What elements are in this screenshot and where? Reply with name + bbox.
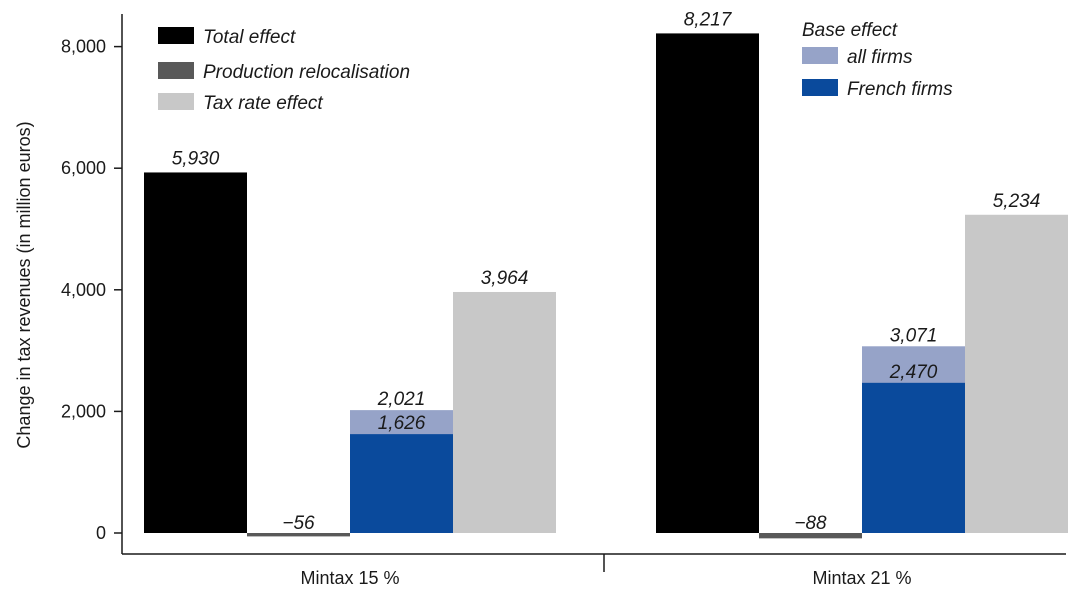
legend-left: Total effect Production relocalisation T… [158, 27, 410, 114]
legend-swatch-tax-rate-effect [158, 93, 194, 110]
legend-label-base-french-firms: French firms [847, 79, 953, 100]
bar-total-effect [656, 33, 759, 533]
legend-right: Base effect all firms French firms [802, 20, 953, 100]
bar-base-effect-french-firms [862, 382, 965, 533]
value-label-production-relocalisation: −88 [794, 513, 827, 534]
legend-swatch-total-effect [158, 27, 194, 44]
legend-title-base-effect: Base effect [802, 20, 898, 41]
legend-label-total-effect: Total effect [203, 27, 296, 48]
value-label-total-effect: 8,217 [684, 9, 733, 30]
value-labels: 5,930 −56 2,021 1,626 3,964 8,217 −88 3,071 2,47… [172, 9, 1041, 534]
legend-swatch-production-relocalisation [158, 62, 194, 79]
category-label: Mintax 15 % [300, 568, 399, 588]
y-tick-label: 8,000 [61, 37, 106, 57]
y-tick-label: 0 [96, 523, 106, 543]
value-label-base-french-firms: 1,626 [378, 413, 426, 434]
value-label-base-all-firms: 2,021 [377, 389, 426, 410]
category-labels: Mintax 15 % Mintax 21 % [300, 568, 911, 588]
category-label: Mintax 21 % [812, 568, 911, 588]
value-label-production-relocalisation: −56 [282, 513, 315, 534]
bar-tax-rate-effect [453, 291, 556, 533]
legend-label-tax-rate-effect: Tax rate effect [203, 93, 323, 114]
axes-layer [121, 14, 1066, 572]
value-label-tax-rate-effect: 3,964 [481, 268, 529, 289]
y-axis-title: Change in tax revenues (in million euros… [14, 121, 34, 448]
y-tick-label: 6,000 [61, 158, 106, 178]
bar-production-relocalisation [247, 533, 350, 537]
value-label-base-all-firms: 3,071 [890, 325, 938, 346]
y-ticks: 0 2,000 4,000 6,000 8,000 [61, 37, 122, 543]
legend-swatch-base-all-firms [802, 47, 838, 64]
bar-total-effect [144, 172, 247, 533]
bar-production-relocalisation [759, 533, 862, 539]
legend-label-base-all-firms: all firms [847, 47, 913, 68]
value-label-base-french-firms: 2,470 [889, 362, 938, 383]
legend-swatch-base-french-firms [802, 79, 838, 96]
legend-label-production-relocalisation: Production relocalisation [203, 62, 410, 83]
y-tick-label: 4,000 [61, 280, 106, 300]
bar-tax-rate-effect [965, 214, 1068, 533]
bar-base-effect-french-firms [350, 434, 453, 533]
value-label-total-effect: 5,930 [172, 148, 220, 169]
bars-layer [144, 33, 1068, 539]
value-label-tax-rate-effect: 5,234 [993, 191, 1041, 212]
y-tick-label: 2,000 [61, 401, 106, 421]
